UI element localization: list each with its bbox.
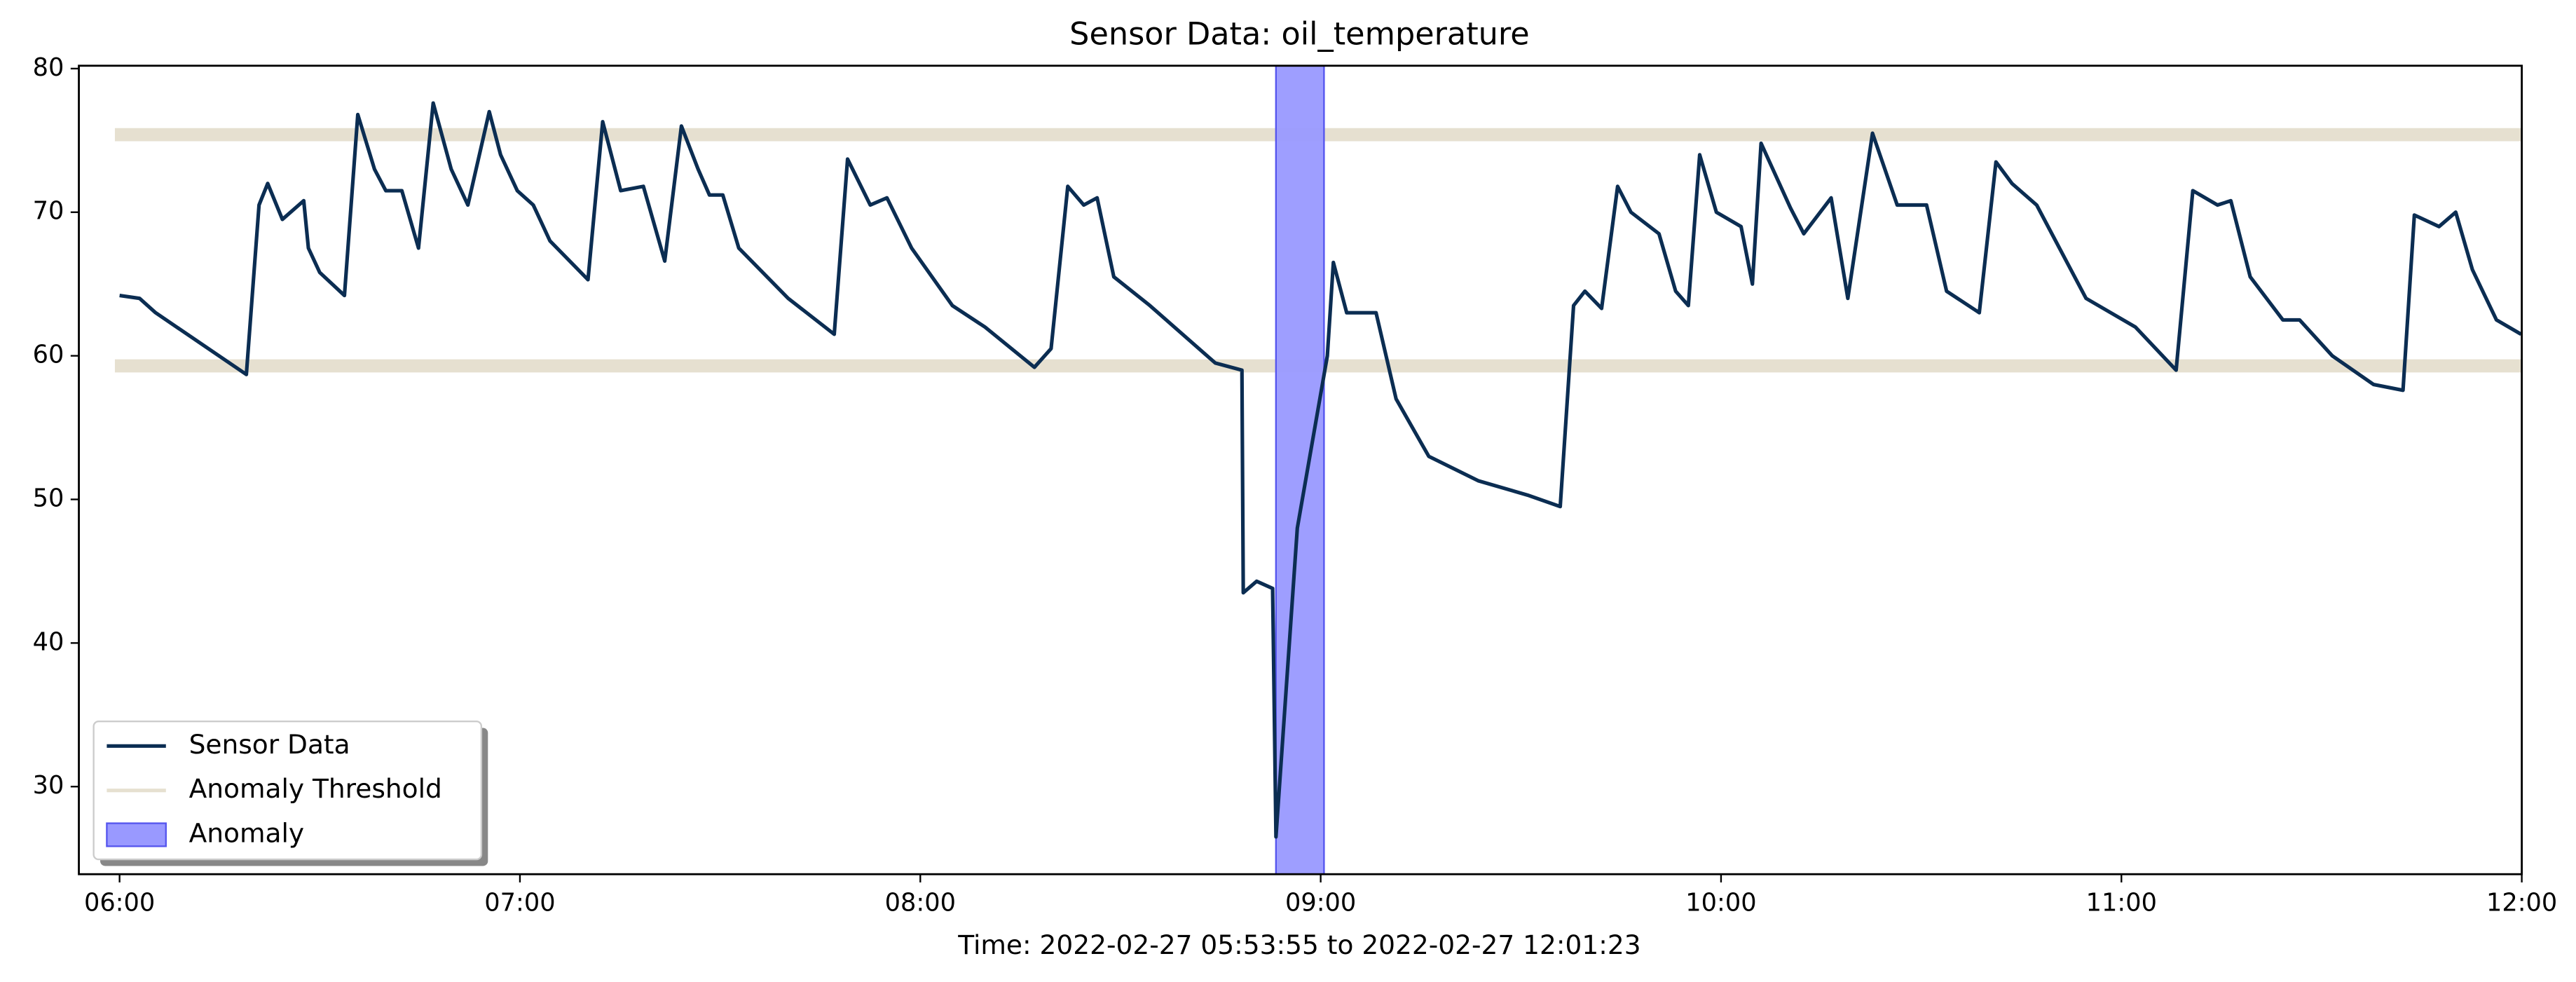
legend-swatch bbox=[106, 822, 167, 847]
y-tick-label: 60 bbox=[33, 341, 64, 369]
x-tick-label: 12:00 bbox=[2486, 888, 2557, 917]
y-tick-label: 30 bbox=[33, 771, 64, 800]
x-tick-label: 11:00 bbox=[2086, 888, 2157, 917]
x-tick-label: 07:00 bbox=[484, 888, 555, 917]
plot-frame bbox=[78, 64, 2523, 875]
y-tick-label: 40 bbox=[33, 627, 64, 656]
legend-label: Anomaly Threshold bbox=[189, 773, 442, 804]
legend-label: Anomaly bbox=[189, 817, 304, 848]
x-tick-label: 08:00 bbox=[885, 888, 956, 917]
x-tick-label: 06:00 bbox=[84, 888, 155, 917]
y-tick-label: 70 bbox=[33, 197, 64, 226]
chart-title: Sensor Data: oil_temperature bbox=[1069, 16, 1529, 53]
y-tick-label: 80 bbox=[33, 53, 64, 82]
x-axis-label: Time: 2022-02-27 05:53:55 to 2022-02-27 … bbox=[957, 929, 1640, 960]
x-tick-label: 10:00 bbox=[1685, 888, 1756, 917]
y-tick-label: 50 bbox=[33, 484, 64, 512]
legend-box bbox=[93, 721, 483, 861]
x-tick-label: 09:00 bbox=[1285, 888, 1356, 917]
legend-label: Sensor Data bbox=[189, 729, 350, 760]
sensor-line bbox=[119, 101, 2522, 839]
